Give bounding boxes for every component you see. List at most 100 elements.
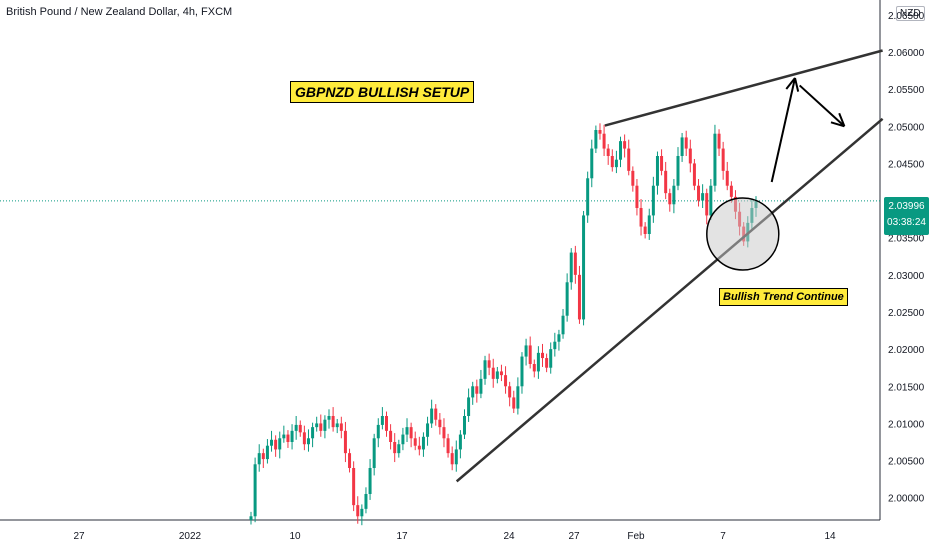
candle-body	[323, 419, 327, 431]
candle-body	[442, 427, 446, 439]
candle-body	[623, 141, 627, 149]
candle-body	[590, 148, 594, 179]
candle-body	[360, 508, 364, 517]
candle-body	[725, 170, 729, 186]
candle-body	[491, 367, 495, 379]
countdown: 03:38:24	[887, 217, 926, 228]
candle-body	[278, 438, 282, 450]
candle-body	[701, 193, 705, 201]
candle-body	[627, 148, 631, 171]
candle-body	[729, 185, 733, 197]
candle-body	[668, 193, 672, 205]
candle-body	[516, 386, 520, 409]
highlight-circle	[706, 197, 780, 271]
candle-body	[697, 185, 701, 201]
candle-body	[582, 215, 586, 320]
candle-body	[557, 334, 561, 342]
candle-body	[655, 156, 659, 186]
candle-body	[553, 341, 557, 350]
candle-body	[660, 156, 664, 171]
candle-body	[676, 156, 680, 186]
candle-body	[458, 434, 462, 450]
candle-body	[569, 252, 573, 283]
candle-body	[487, 360, 491, 368]
support-line	[455, 117, 884, 483]
candle-body	[372, 438, 376, 468]
candle-body	[672, 185, 676, 205]
y-tick-label: 2.04500	[888, 159, 925, 170]
candle-body	[532, 364, 536, 372]
candle-body	[598, 130, 602, 134]
candle-body	[561, 315, 565, 335]
trend-note[interactable]: Bullish Trend Continue	[719, 288, 848, 306]
candle-body	[434, 408, 438, 420]
candle-body	[405, 427, 409, 435]
last-price-tag: 2.03996 03:38:24	[884, 197, 929, 235]
candle-body	[282, 434, 286, 439]
candle-body	[438, 419, 442, 428]
projection-arrow-1	[770, 77, 796, 183]
candle-body	[614, 159, 618, 168]
y-tick-label: 2.01500	[888, 382, 925, 393]
candle-body	[721, 148, 725, 171]
candle-body	[483, 360, 487, 379]
candle-body	[397, 444, 401, 454]
candle-body	[594, 130, 598, 149]
x-tick-label: 7	[720, 531, 726, 542]
y-tick-label: 2.05000	[888, 122, 925, 133]
candle-body	[352, 468, 356, 506]
candle-body	[602, 133, 606, 149]
chart-title: British Pound / New Zealand Dollar, 4h, …	[6, 6, 233, 18]
candle-body	[504, 375, 508, 387]
candle-body	[446, 438, 450, 454]
candle-body	[680, 137, 684, 156]
candle-body	[684, 137, 688, 149]
candle-body	[541, 352, 545, 359]
candle-body	[565, 282, 569, 316]
candle-body	[524, 345, 528, 357]
candle-body	[499, 371, 503, 376]
candle-body	[454, 449, 458, 465]
candle-body	[384, 416, 388, 431]
x-tick-label: 27	[568, 531, 580, 542]
projection-arrow-1-head	[794, 77, 800, 92]
x-tick-label: 10	[289, 531, 301, 542]
candle-body	[606, 148, 610, 156]
candle-body	[573, 252, 577, 275]
candle-body	[393, 442, 397, 454]
candle-body	[528, 345, 532, 364]
candle-body	[380, 416, 384, 425]
candle-body	[265, 445, 269, 460]
candle-body	[664, 170, 668, 194]
candle-body	[356, 505, 360, 517]
candle-body	[409, 427, 413, 439]
y-tick-label: 2.00000	[888, 494, 925, 505]
candle-body	[274, 439, 278, 450]
projection-arrow-2-head	[830, 121, 845, 128]
candle-body	[586, 178, 590, 216]
candle-body	[692, 163, 696, 186]
currency-label[interactable]: NZD	[896, 6, 925, 21]
y-tick-label: 2.02000	[888, 345, 925, 356]
candle-body	[257, 453, 261, 465]
y-tick-label: 2.03500	[888, 234, 925, 245]
candle-body	[389, 430, 393, 442]
candle-body	[545, 358, 549, 368]
candle-body	[421, 436, 425, 450]
candle-body	[471, 386, 475, 398]
candle-body	[450, 453, 454, 465]
candle-body	[467, 397, 471, 416]
last-price-value: 2.03996	[888, 201, 925, 212]
price-axis-bg	[881, 0, 932, 550]
candle-body	[417, 445, 421, 450]
candle-body	[577, 274, 581, 320]
candle-body	[495, 371, 499, 379]
x-tick-label: 27	[73, 531, 85, 542]
candle-body	[647, 215, 651, 234]
candle-body	[713, 133, 717, 186]
y-tick-label: 2.06500	[888, 11, 925, 22]
candle-body	[705, 193, 709, 216]
setup-note[interactable]: GBPNZD BULLISH SETUP	[290, 81, 475, 103]
candle-body	[339, 423, 343, 431]
